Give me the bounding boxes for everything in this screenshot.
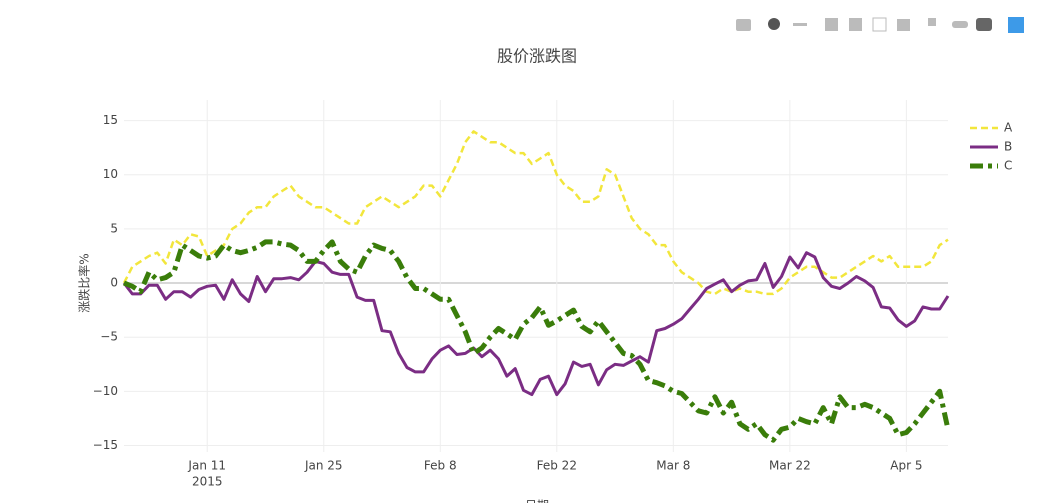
modebar	[736, 17, 1024, 33]
y-tick-label: −15	[93, 438, 118, 452]
x-tick-label: Jan 25	[304, 459, 343, 473]
x-tick-label: Jan 11	[187, 459, 226, 473]
y-tick-label: −5	[100, 330, 118, 344]
y-axis-label: 涨跌比率%	[77, 253, 92, 312]
x-tick-label: Mar 8	[656, 459, 690, 473]
line-series	[122, 251, 950, 397]
y-tick-label: 15	[103, 113, 118, 127]
y-tick-label: −10	[93, 384, 118, 398]
x-tick-label: Mar 22	[769, 459, 811, 473]
y-tick-label: 10	[103, 167, 118, 181]
autoscale-icon[interactable]	[872, 17, 887, 32]
chart-title: 股价涨跌图	[497, 47, 577, 66]
y-tick-label: 5	[110, 221, 118, 235]
x-year-label: 2015	[192, 475, 223, 489]
legend-label: B	[1004, 140, 1012, 154]
hover-compare-icon[interactable]	[976, 18, 992, 31]
x-tick-label: Feb 22	[537, 459, 577, 473]
x-axis-label: 日期	[525, 499, 549, 503]
zoom-in-icon[interactable]	[825, 18, 838, 31]
zoom-icon[interactable]	[768, 18, 780, 30]
legend-label: A	[1004, 121, 1013, 135]
x-tick-label: Apr 5	[890, 459, 922, 473]
reset-icon[interactable]	[897, 19, 910, 31]
line-series	[122, 130, 949, 296]
line-series	[123, 239, 951, 443]
hover-closest-icon[interactable]	[952, 21, 968, 28]
x-tick-label: Feb 8	[424, 459, 457, 473]
spike-icon[interactable]	[928, 18, 936, 26]
y-tick-label: 0	[110, 276, 118, 290]
camera-icon[interactable]	[736, 19, 751, 31]
pan-icon[interactable]	[793, 23, 807, 26]
legend-label: C	[1004, 159, 1012, 173]
zoom-out-icon[interactable]	[849, 18, 862, 31]
plotly-logo[interactable]	[1008, 17, 1024, 33]
